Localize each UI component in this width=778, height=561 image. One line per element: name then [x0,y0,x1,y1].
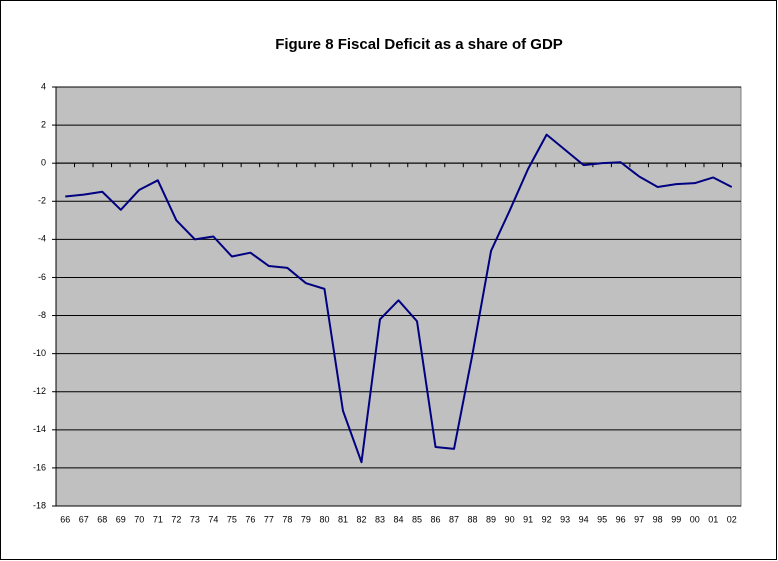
x-tick-label: 69 [116,514,126,524]
y-tick-label: -16 [33,462,46,472]
chart-title: Figure 8 Fiscal Deficit as a share of GD… [275,36,563,53]
y-tick-label: -2 [38,196,46,206]
series-line [65,133,733,464]
x-tick-label: 89 [486,514,496,524]
x-tick-label: 83 [375,514,385,524]
y-tick-label: 4 [41,81,46,91]
x-tick-label: 76 [245,514,255,524]
x-tick-label: 90 [505,514,515,524]
x-tick-label: 01 [708,514,718,524]
x-tick-label: 70 [134,514,144,524]
x-tick-label: 67 [79,514,89,524]
x-tick-label: 97 [634,514,644,524]
y-tick-label: -18 [33,500,46,510]
y-tick-label: -4 [38,234,46,244]
x-tick-label: 99 [671,514,681,524]
x-tick-label: 00 [690,514,700,524]
x-tick-label: 85 [412,514,422,524]
x-tick-label: 92 [542,514,552,524]
x-tick-label: 96 [616,514,626,524]
plot-area [55,86,742,507]
y-tick-label: -14 [33,424,46,434]
x-tick-label: 66 [60,514,70,524]
x-tick-label: 87 [449,514,459,524]
x-tick-label: 95 [597,514,607,524]
x-tick-label: 78 [282,514,292,524]
x-tick-label: 77 [264,514,274,524]
y-tick-label: 0 [41,158,46,168]
x-tick-label: 86 [431,514,441,524]
x-tick-label: 82 [356,514,366,524]
x-tick-label: 72 [171,514,181,524]
x-tick-label: 84 [393,514,403,524]
x-tick-label: 74 [208,514,218,524]
y-tick-label: -8 [38,310,46,320]
x-tick-label: 91 [523,514,533,524]
x-tick-label: 88 [468,514,478,524]
y-tick-label: -6 [38,272,46,282]
x-tick-label: 68 [97,514,107,524]
x-tick-label: 71 [153,514,163,524]
y-tick-label: -12 [33,386,46,396]
x-tick-label: 80 [319,514,329,524]
x-tick-label: 98 [653,514,663,524]
x-tick-label: 75 [227,514,237,524]
x-tick-label: 02 [727,514,737,524]
x-tick-label: 81 [338,514,348,524]
y-tick-label: -10 [33,348,46,358]
x-tick-label: 79 [301,514,311,524]
y-tick-label: 2 [41,119,46,129]
x-tick-label: 73 [190,514,200,524]
x-tick-label: 94 [579,514,589,524]
x-tick-label: 93 [560,514,570,524]
